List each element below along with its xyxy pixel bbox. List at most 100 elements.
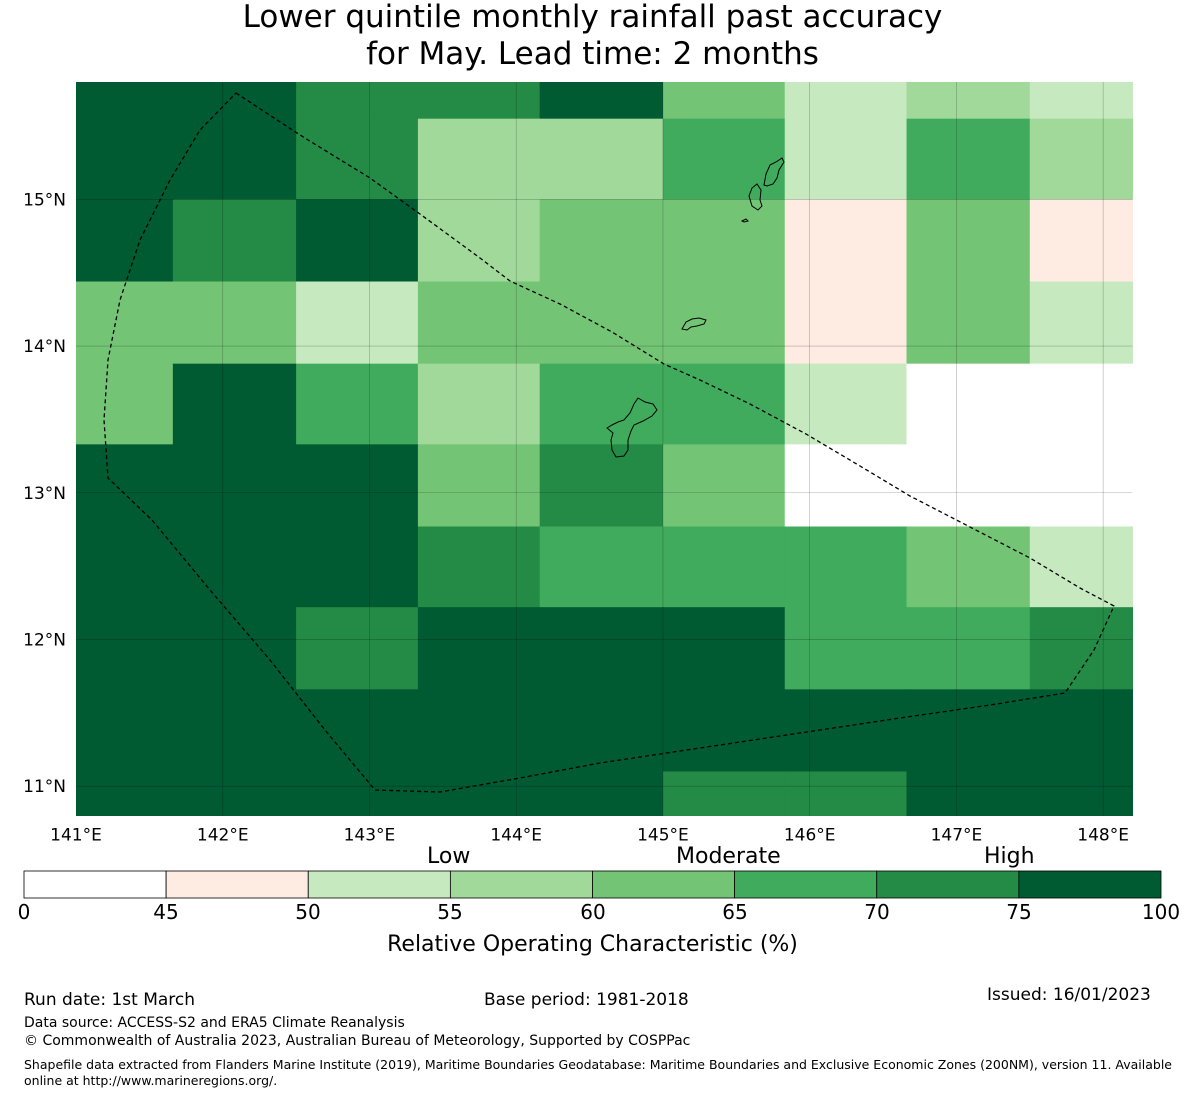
- eez-boundary: [103, 92, 1115, 793]
- grid-cell: [417, 607, 541, 690]
- colorbar-segment: [592, 870, 736, 899]
- grid-cell: [296, 118, 419, 200]
- grid-cell: [784, 689, 908, 772]
- colorbar-tick-50: 50: [295, 900, 321, 924]
- grid-cell: [906, 82, 1031, 120]
- grid-cell: [1029, 444, 1133, 528]
- grid-cell: [172, 607, 297, 690]
- grid-cell: [784, 199, 908, 283]
- grid-cell: [539, 281, 664, 365]
- grid-cell: [662, 526, 786, 608]
- grid-cell: [1029, 607, 1133, 690]
- grid-cell: [784, 526, 908, 608]
- lon-tick-label: 146°E: [784, 826, 836, 846]
- colorbar-segment: [23, 870, 167, 899]
- chart-title-line2: for May. Lead time: 2 months: [366, 36, 819, 72]
- grid-cell: [662, 199, 786, 283]
- lat-tick-label: 11°N: [23, 777, 66, 797]
- grid-cell: [296, 607, 419, 690]
- grid-cell: [417, 281, 541, 365]
- grid-cell: [296, 82, 419, 120]
- run-date: Run date: 1st March: [24, 990, 196, 1010]
- grid-cell: [296, 444, 419, 528]
- axis-tick-labels: 141°E 142°E 143°E 144°E 145°E 146°E 147°E 148°E…: [23, 190, 1129, 845]
- island-tinian: [748, 183, 763, 211]
- grid-cell: [539, 526, 664, 608]
- colorbar-tick-70: 70: [864, 900, 890, 924]
- grid-cell: [1029, 771, 1133, 816]
- colorbar-tick-55: 55: [437, 900, 463, 924]
- colorbar-tick-75: 75: [1006, 900, 1032, 924]
- grid-cell: [539, 689, 664, 772]
- base-period: Base period: 1981-2018: [484, 990, 689, 1010]
- grid-cell: [906, 281, 1031, 365]
- grid-cell: [76, 526, 174, 608]
- grid-cell: [417, 118, 541, 200]
- grid-cell: [784, 281, 908, 365]
- grid-cell: [172, 82, 297, 120]
- grid-cell: [906, 199, 1031, 283]
- grid-cell: [76, 118, 174, 200]
- grid-cell: [417, 363, 541, 445]
- colorbar-category-moderate: Moderate: [676, 844, 781, 869]
- grid-cell: [784, 607, 908, 690]
- grid-cell: [1029, 689, 1133, 772]
- colorbar-tick-0: 0: [17, 900, 31, 924]
- grid-cell: [76, 689, 174, 772]
- grid-cell: [417, 199, 541, 283]
- grid-cell: [172, 444, 297, 528]
- lon-tick-label: 144°E: [490, 826, 542, 846]
- grid-cell: [76, 363, 174, 445]
- colorbar-category-low: Low: [427, 844, 471, 869]
- lon-tick-label: 141°E: [50, 826, 102, 846]
- grid-cell: [1029, 281, 1133, 365]
- graticule: [76, 82, 1133, 816]
- grid-cell: [784, 771, 908, 816]
- grid-cell: [76, 444, 174, 528]
- colorbar-tick-45: 45: [153, 900, 179, 924]
- grid-cell: [539, 363, 664, 445]
- grid-cell: [296, 199, 419, 283]
- island-saipan: [763, 157, 785, 187]
- grid-cell: [1029, 526, 1133, 608]
- lon-tick-label: 142°E: [197, 826, 249, 846]
- grid-cell: [662, 363, 786, 445]
- grid-cell: [539, 118, 664, 200]
- grid-cell: [296, 281, 419, 365]
- grid-cell: [76, 771, 174, 816]
- grid-cell: [906, 526, 1031, 608]
- grid-cell: [172, 118, 297, 200]
- colorbar-category-high: High: [984, 844, 1035, 869]
- grid-cell: [906, 689, 1031, 772]
- grid-cell: [539, 199, 664, 283]
- island-aguijan: [740, 218, 749, 223]
- islands: [606, 157, 785, 458]
- grid-cell: [662, 689, 786, 772]
- grid-cell: [906, 444, 1031, 528]
- grid-cell: [417, 526, 541, 608]
- island-rota: [681, 317, 707, 331]
- grid-cell: [417, 444, 541, 528]
- colorbar-segment: [876, 870, 1020, 899]
- issued-date: Issued: 16/01/2023: [987, 985, 1151, 1005]
- grid-cell: [662, 607, 786, 690]
- grid-cell: [662, 281, 786, 365]
- island-guam: [606, 397, 658, 458]
- grid-cell: [296, 363, 419, 445]
- grid-cell: [906, 118, 1031, 200]
- lat-tick-label: 13°N: [23, 484, 66, 504]
- lon-tick-label: 148°E: [1077, 826, 1129, 846]
- colorbar-segment: [165, 870, 309, 899]
- grid-cell: [172, 199, 297, 283]
- lat-tick-label: 14°N: [23, 337, 66, 357]
- grid-cell: [784, 118, 908, 200]
- grid-cell: [296, 689, 419, 772]
- data-source: Data source: ACCESS-S2 and ERA5 Climate …: [24, 1015, 405, 1031]
- grid-cell: [172, 526, 297, 608]
- lon-tick-label: 145°E: [637, 826, 689, 846]
- grid-cell: [1029, 82, 1133, 120]
- grid-cell: [172, 771, 297, 816]
- grid-cell: [76, 607, 174, 690]
- grid-cell: [906, 363, 1031, 445]
